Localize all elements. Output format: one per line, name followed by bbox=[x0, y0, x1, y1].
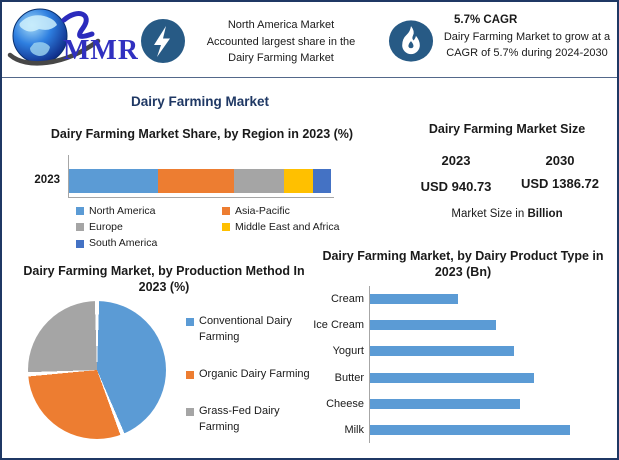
page-title: Dairy Farming Market bbox=[130, 94, 270, 109]
globe-continent-shape bbox=[30, 42, 50, 56]
market-size-note-unit: Billion bbox=[527, 208, 563, 220]
legend-label: Europe bbox=[89, 221, 123, 234]
bar-category-label: Butter bbox=[334, 371, 364, 384]
cagr-body: Dairy Farming Market to grow at a CAGR o… bbox=[443, 30, 611, 59]
legend-item-middle-east-and-africa: Middle East and Africa bbox=[222, 219, 376, 235]
region-stacked-bar bbox=[69, 169, 331, 193]
region-chart-title: Dairy Farming Market Share, by Region in… bbox=[50, 127, 354, 141]
legend-label: Organic Dairy Farming bbox=[199, 367, 310, 380]
pie-chart-legend: Conventional Dairy Farming Organic Dairy … bbox=[186, 314, 310, 436]
legend-swatch bbox=[76, 207, 84, 216]
bar-area bbox=[369, 390, 614, 417]
legend-item-south-america: South America bbox=[76, 235, 222, 251]
bar-row-milk: Milk bbox=[312, 416, 614, 444]
bar-cheese bbox=[370, 398, 520, 409]
bar-category-label: Milk bbox=[344, 424, 364, 437]
legend-swatch bbox=[76, 239, 84, 248]
legend-swatch bbox=[222, 223, 230, 232]
stacked-segment-north-america bbox=[69, 169, 159, 193]
cagr-heading: 5.7% CAGR bbox=[454, 14, 518, 26]
stacked-segment-asia-pacific bbox=[158, 169, 235, 193]
region-chart-category-label: 2023 bbox=[34, 174, 60, 186]
legend-swatch bbox=[186, 407, 194, 416]
bar-category-label: Cheese bbox=[326, 397, 364, 410]
legend-item-conventional-dairy-farming: Conventional Dairy Farming bbox=[186, 314, 310, 346]
bar-milk bbox=[370, 425, 570, 436]
legend-item-europe: Europe bbox=[76, 219, 222, 235]
lightning-icon bbox=[141, 19, 185, 63]
bar-area bbox=[369, 312, 614, 339]
bar-row-yogurt: Yogurt bbox=[312, 338, 614, 365]
market-size-year: 2023 bbox=[441, 153, 471, 168]
legend-label: South America bbox=[89, 237, 158, 250]
legend-label: Grass-Fed Dairy Farming bbox=[199, 404, 280, 433]
production-method-pie bbox=[28, 301, 166, 439]
bar-butter bbox=[370, 372, 534, 383]
legend-label: North America bbox=[89, 205, 156, 217]
globe-continent-shape bbox=[19, 15, 57, 32]
market-size-value: USD 940.73 bbox=[420, 179, 492, 194]
market-size-note-prefix: Market Size in bbox=[451, 208, 528, 220]
logo-text: MMR bbox=[63, 35, 138, 66]
bar-yogurt bbox=[370, 346, 514, 357]
market-size-note: Market Size in Billion bbox=[401, 208, 613, 220]
bar-row-cream: Cream bbox=[312, 286, 614, 313]
bar-category-label: Yogurt bbox=[332, 345, 364, 358]
market-size-values: 2023 2030 USD 940.73 USD 1386.72 bbox=[404, 153, 612, 194]
bar-area bbox=[369, 286, 614, 313]
region-chart-legend: North America Asia-Pacific Europe Middle Ea… bbox=[76, 203, 376, 252]
top-banner: MMR North America Market Accounted large… bbox=[2, 2, 617, 78]
region-chart-plot bbox=[68, 155, 334, 198]
legend-swatch bbox=[222, 207, 230, 216]
market-size-year: 2030 bbox=[545, 153, 575, 168]
legend-label: Asia-Pacific bbox=[235, 205, 290, 217]
banner-highlight-line: North America Market bbox=[227, 19, 335, 31]
banner-cagr-text: 5.7% CAGR Dairy Farming Market to grow a… bbox=[437, 12, 617, 62]
mmr-logo: MMR bbox=[7, 8, 138, 66]
banner-highlight-line: Dairy Farming Market bbox=[228, 52, 334, 64]
stacked-segment-europe bbox=[234, 169, 284, 193]
legend-item-grass-fed-dairy-farming: Grass-Fed Dairy Farming bbox=[186, 404, 310, 436]
bar-category-label: Cream bbox=[330, 293, 364, 306]
legend-item-north-america: North America bbox=[76, 203, 222, 219]
market-size-value: USD 1386.72 bbox=[520, 176, 600, 191]
bar-category-label: Ice Cream bbox=[313, 319, 364, 332]
bar-area bbox=[369, 338, 614, 365]
bar-cream bbox=[370, 294, 458, 305]
stacked-segment-south-america bbox=[312, 169, 331, 193]
bar-row-butter: Butter bbox=[312, 364, 614, 391]
bar-row-ice-cream: Ice Cream bbox=[312, 312, 614, 339]
legend-label: Middle East and Africa bbox=[235, 221, 340, 234]
legend-label: Conventional Dairy Farming bbox=[199, 315, 292, 343]
legend-item-asia-pacific: Asia-Pacific bbox=[222, 203, 376, 219]
legend-swatch bbox=[76, 223, 84, 232]
legend-item-organic-dairy-farming: Organic Dairy Farming bbox=[186, 367, 310, 383]
market-size-title: Dairy Farming Market Size bbox=[428, 122, 586, 136]
banner-highlight-line: Accounted largest share in the bbox=[206, 35, 356, 48]
bar-row-cheese: Cheese bbox=[312, 390, 614, 417]
legend-swatch bbox=[186, 318, 194, 326]
bar-ice-cream bbox=[370, 320, 496, 331]
banner-highlight-text: North America Market Accounted largest s… bbox=[188, 17, 374, 67]
stacked-segment-middle-east-and-africa bbox=[283, 169, 313, 193]
pie-chart-title: Dairy Farming Market, by Production Meth… bbox=[23, 264, 305, 295]
flame-icon bbox=[388, 20, 434, 62]
product-bar-chart: Cream Ice Cream Yogurt Butter Cheese Milk bbox=[312, 286, 614, 444]
bar-area bbox=[369, 364, 614, 391]
product-chart-title: Dairy Farming Market, by Dairy Product T… bbox=[322, 249, 604, 280]
logo-swoosh bbox=[7, 38, 101, 66]
legend-swatch bbox=[186, 370, 194, 379]
bar-area bbox=[369, 416, 614, 444]
logo-blue-swoosh bbox=[61, 11, 95, 39]
